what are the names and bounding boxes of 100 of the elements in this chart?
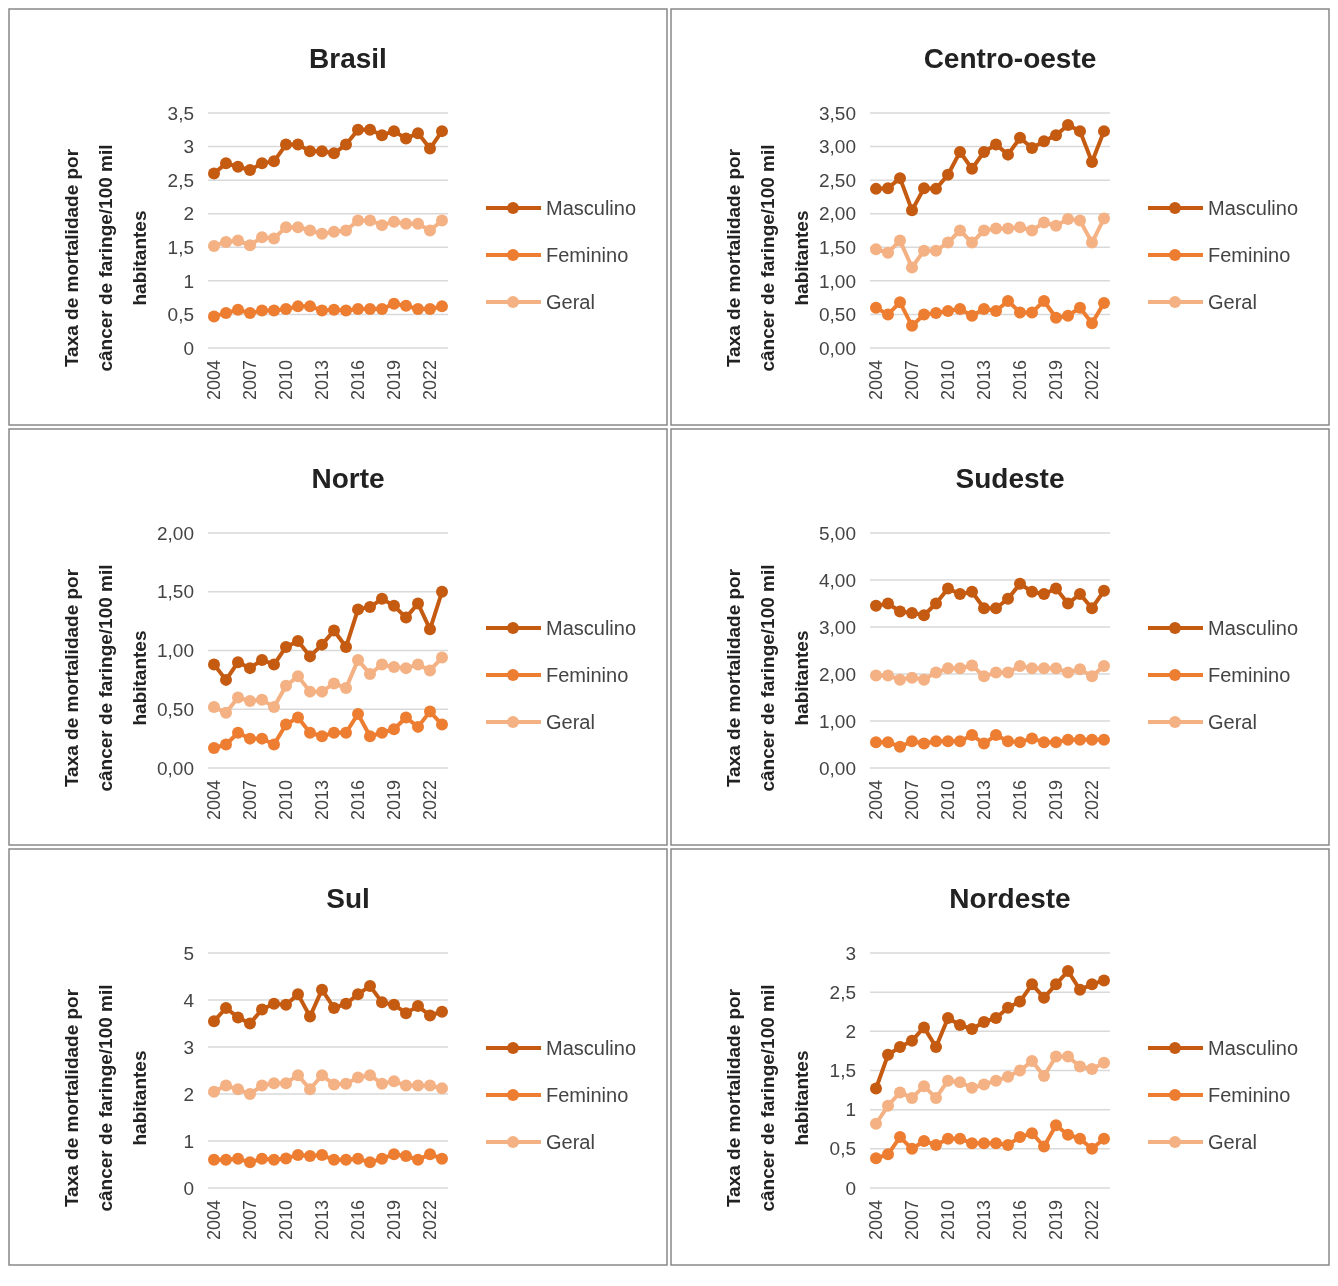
point bbox=[894, 1131, 906, 1144]
y-tick-label: 0,00 bbox=[819, 337, 856, 359]
point bbox=[400, 217, 412, 230]
point bbox=[376, 1077, 388, 1090]
x-tick-label: 2013 bbox=[974, 360, 995, 401]
point bbox=[244, 239, 256, 252]
point bbox=[340, 640, 352, 653]
point bbox=[340, 138, 352, 151]
x-tick-label: 2010 bbox=[938, 780, 959, 821]
y-tick-label: 3 bbox=[845, 942, 856, 964]
point bbox=[388, 297, 400, 310]
point bbox=[882, 1148, 894, 1161]
point bbox=[1002, 735, 1014, 748]
y-tick-label: 1 bbox=[845, 1099, 856, 1121]
point bbox=[1098, 1132, 1110, 1145]
point bbox=[1098, 974, 1110, 987]
point bbox=[292, 1069, 304, 1082]
point bbox=[232, 1011, 244, 1024]
legend-label: Masculino bbox=[1208, 1037, 1299, 1059]
point bbox=[990, 666, 1002, 679]
point bbox=[966, 162, 978, 175]
point bbox=[1086, 670, 1098, 683]
y-axis-title: Taxa de mortalidade por câncer de faringe/100 mil habitantes bbox=[61, 144, 150, 372]
point bbox=[990, 602, 1002, 615]
point bbox=[364, 601, 376, 614]
point bbox=[256, 1152, 268, 1165]
point bbox=[220, 1153, 232, 1166]
point bbox=[930, 244, 942, 257]
point bbox=[870, 599, 882, 612]
point bbox=[1014, 221, 1026, 234]
point bbox=[268, 1153, 280, 1166]
point bbox=[304, 1010, 316, 1023]
point bbox=[256, 1079, 268, 1092]
point bbox=[966, 659, 978, 672]
y-tick-label: 3,00 bbox=[819, 136, 856, 158]
point bbox=[906, 1091, 918, 1104]
point bbox=[1014, 306, 1026, 319]
point bbox=[304, 1150, 316, 1163]
point bbox=[352, 303, 364, 316]
point bbox=[1062, 1050, 1074, 1063]
point bbox=[412, 1000, 424, 1013]
point bbox=[1050, 1119, 1062, 1132]
point bbox=[1014, 1064, 1026, 1077]
point bbox=[966, 729, 978, 742]
point bbox=[882, 669, 894, 682]
point bbox=[436, 718, 448, 731]
point bbox=[930, 735, 942, 748]
point bbox=[388, 215, 400, 228]
y-tick-label: 3 bbox=[183, 136, 194, 158]
point bbox=[424, 1079, 436, 1092]
y-axis-title: Taxa de mortalidade por câncer de faringe/100 mil habitantes bbox=[723, 144, 812, 372]
point bbox=[978, 602, 990, 615]
point bbox=[412, 217, 424, 230]
point bbox=[954, 224, 966, 237]
point bbox=[870, 243, 882, 256]
point bbox=[918, 182, 930, 195]
x-tick-label: 2004 bbox=[204, 360, 225, 401]
x-tick-label: 2010 bbox=[938, 360, 959, 401]
point bbox=[352, 1152, 364, 1165]
point bbox=[220, 1079, 232, 1092]
point bbox=[256, 231, 268, 244]
point bbox=[280, 221, 292, 234]
point bbox=[388, 599, 400, 612]
point bbox=[1098, 1056, 1110, 1069]
point bbox=[966, 1022, 978, 1035]
point bbox=[208, 167, 220, 180]
point bbox=[352, 707, 364, 720]
x-tick-label: 2010 bbox=[276, 360, 297, 401]
point bbox=[364, 214, 376, 227]
point bbox=[882, 1099, 894, 1112]
point bbox=[1002, 1070, 1014, 1083]
point bbox=[280, 1152, 292, 1165]
point bbox=[400, 1079, 412, 1092]
point bbox=[328, 1153, 340, 1166]
y-tick-label: 3,50 bbox=[819, 102, 856, 124]
point bbox=[1074, 125, 1086, 138]
point bbox=[1086, 733, 1098, 746]
point bbox=[870, 1117, 882, 1130]
point bbox=[918, 308, 930, 321]
point bbox=[400, 611, 412, 624]
point bbox=[990, 305, 1002, 318]
x-tick-label: 2004 bbox=[866, 360, 887, 401]
point bbox=[942, 236, 954, 249]
x-tick-label: 2004 bbox=[204, 780, 225, 821]
point bbox=[942, 168, 954, 181]
y-axis-title: Taxa de mortalidade por câncer de faringe/100 mil habitantes bbox=[61, 984, 150, 1212]
point bbox=[1050, 736, 1062, 749]
x-tick-label: 2010 bbox=[938, 1200, 959, 1241]
point bbox=[232, 160, 244, 173]
y-axis-title: Taxa de mortalidade por câncer de faringe/100 mil habitantes bbox=[723, 984, 812, 1212]
point bbox=[328, 1001, 340, 1014]
point bbox=[244, 307, 256, 320]
y-tick-label: 0,00 bbox=[157, 757, 194, 779]
point bbox=[436, 651, 448, 664]
point bbox=[978, 145, 990, 158]
point bbox=[304, 726, 316, 739]
y-tick-label: 3,00 bbox=[819, 616, 856, 638]
legend-label: Geral bbox=[1208, 711, 1257, 733]
point bbox=[376, 658, 388, 671]
point bbox=[882, 1048, 894, 1061]
